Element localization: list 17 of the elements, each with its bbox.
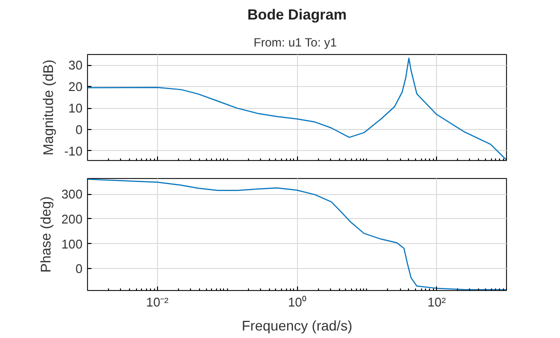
y-tick-label: 10: [68, 102, 82, 116]
y-tick-label: 30: [68, 58, 82, 73]
x-axis-title: Frequency (rad/s): [242, 318, 352, 334]
x-tick-label: 10⁰: [288, 296, 308, 310]
y-tick-label: 200: [61, 212, 83, 226]
y-tick-label: -10: [64, 144, 83, 158]
x-tick-label: 10²: [428, 296, 446, 310]
chart-title: Bode Diagram: [247, 8, 347, 24]
y-axis-title: Phase (deg): [37, 196, 54, 273]
y-tick-label: 0: [75, 122, 83, 137]
y-axis-title: Magnitude (dB): [40, 60, 56, 156]
y-tick-label: 300: [61, 188, 83, 202]
y-tick-label: 100: [61, 237, 83, 252]
y-tick-label: 0: [75, 262, 83, 276]
x-tick-label: 10⁻²: [146, 296, 168, 310]
y-tick-label: 20: [68, 80, 82, 94]
chart-subtitle: From: u1 To: y1: [254, 36, 338, 50]
